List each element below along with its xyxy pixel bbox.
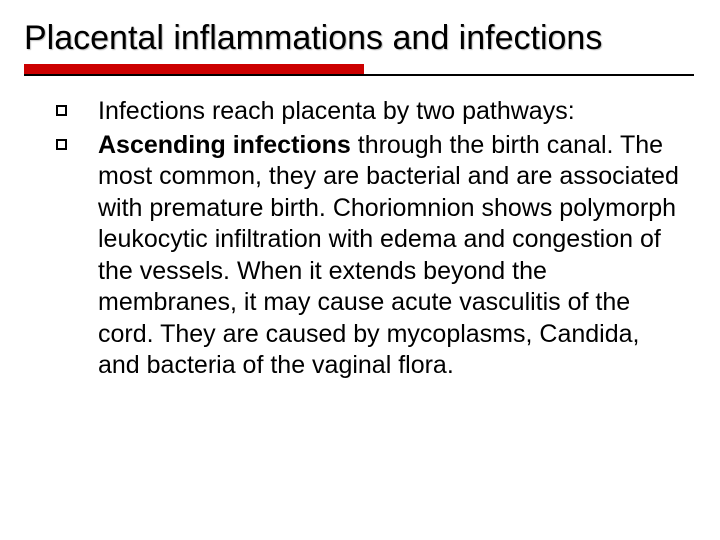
bullet-text: through the birth canal. The most common… [98,131,679,380]
bullet-item: Ascending infections through the birth c… [54,130,686,382]
rule-thin-line [24,74,694,76]
square-bullet-icon [56,105,67,116]
bullet-item: Infections reach placenta by two pathway… [54,96,686,128]
content-area: Infections reach placenta by two pathway… [24,96,696,382]
slide-title: Placental inflammations and infections [24,18,696,58]
bullet-bold-text: Ascending infections [98,131,351,159]
bullet-text: Infections reach placenta by two pathway… [98,97,575,125]
slide: Placental inflammations and infections I… [0,0,720,540]
square-bullet-icon [56,139,67,150]
title-rule [24,64,696,78]
rule-red-bar [24,64,364,74]
